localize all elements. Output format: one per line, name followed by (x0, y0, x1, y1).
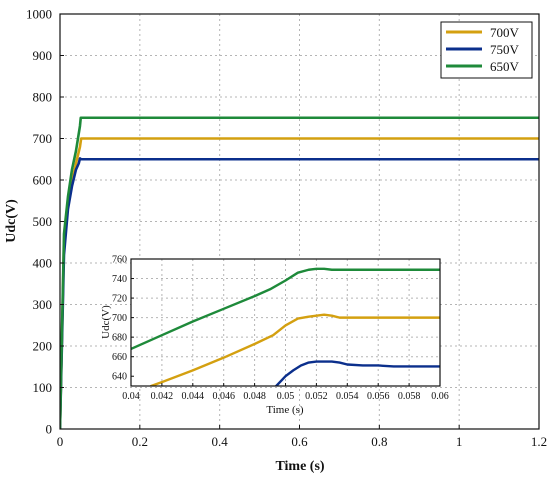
inset-y-tick-label: 680 (112, 333, 127, 344)
inset-x-tick-label: 0.054 (336, 391, 359, 402)
inset-x-axis-label: Time (s) (266, 404, 304, 416)
main-y-tick-label: 200 (33, 339, 53, 354)
main-series (60, 116, 539, 429)
main-y-tick-label: 700 (33, 131, 53, 146)
inset-ticks: 0.04 0.042 0.044 0.046 0.048 0.05 0.052 0.054 0.… (112, 255, 449, 403)
inset-y-tick-label: 700 (112, 313, 127, 324)
inset-x-tick-label: 0.05 (277, 391, 295, 402)
main-x-tick-label: 0.8 (371, 434, 387, 449)
inset-y-tick-label: 640 (112, 372, 127, 383)
legend: 700V 750V 650V (440, 21, 533, 79)
main-x-axis-label: Time (s) (275, 459, 324, 474)
inset-x-tick-label: 0.046 (212, 391, 235, 402)
inset-x-tick-label: 0.048 (243, 391, 266, 402)
main-y-tick-label: 900 (33, 48, 53, 63)
main-x-tick-label: 0.4 (212, 434, 229, 449)
inset-series-line-700V (149, 313, 440, 386)
main-y-tick-label: 500 (33, 214, 53, 229)
main-y-tick-label: 100 (33, 380, 53, 395)
inset-series-line-750V (275, 360, 440, 386)
inset-y-tick-label: 660 (112, 352, 127, 363)
inset-y-tick-label: 740 (112, 274, 127, 285)
main-ticks: 0 0.2 0.4 0.6 0.8 1 1.2 0 100 200 300 400 500 600 700 8… (26, 7, 547, 449)
inset-y-tick-label: 760 (112, 255, 127, 266)
inset-series (131, 267, 440, 386)
main-x-tick-label: 1.2 (531, 434, 547, 449)
main-x-tick-label: 0.6 (291, 434, 308, 449)
main-y-axis-label: Udc(V) (4, 199, 19, 243)
main-x-tick-label: 0 (57, 434, 64, 449)
inset-x-tick-label: 0.06 (431, 391, 449, 402)
legend-label-700V: 700V (490, 25, 520, 40)
main-y-tick-label: 0 (46, 422, 53, 437)
main-y-tick-label: 300 (33, 297, 53, 312)
inset-x-tick-label: 0.056 (367, 391, 390, 402)
inset-y-axis-label: Udc(V) (100, 305, 112, 339)
main-y-tick-label: 800 (33, 90, 53, 105)
inset-series-line-650V (131, 267, 440, 351)
main-y-tick-label: 400 (33, 256, 53, 271)
main-y-tick-label: 600 (33, 173, 53, 188)
legend-label-650V: 650V (490, 59, 520, 74)
legend-label-750V: 750V (490, 42, 520, 57)
main-series-line-750V (60, 157, 539, 429)
main-x-tick-label: 0.2 (132, 434, 148, 449)
inset-x-tick-label: 0.052 (305, 391, 328, 402)
main-x-tick-label: 1 (456, 434, 463, 449)
inset-y-tick-label: 720 (112, 294, 127, 305)
inset-chart: 0.04 0.042 0.044 0.046 0.048 0.05 0.052 0.054 0.… (100, 255, 449, 417)
inset-x-tick-label: 0.058 (398, 391, 421, 402)
main-y-tick-label: 1000 (26, 7, 52, 22)
inset-x-tick-label: 0.04 (122, 391, 140, 402)
inset-x-tick-label: 0.044 (182, 391, 205, 402)
inset-x-tick-label: 0.042 (151, 391, 174, 402)
main-series-line-650V (60, 116, 539, 429)
